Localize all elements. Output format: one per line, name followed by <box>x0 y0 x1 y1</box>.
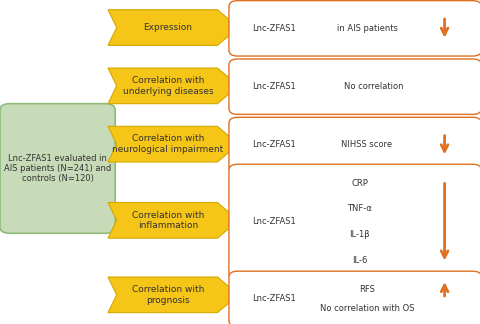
Text: RFS: RFS <box>359 285 375 294</box>
Text: Correlation with
inflammation: Correlation with inflammation <box>132 211 204 230</box>
Text: Correlation with
prognosis: Correlation with prognosis <box>132 285 204 305</box>
Text: Expression: Expression <box>144 23 192 32</box>
Text: NIHSS score: NIHSS score <box>341 141 393 149</box>
Polygon shape <box>108 202 239 238</box>
FancyBboxPatch shape <box>0 104 115 233</box>
Polygon shape <box>108 68 239 104</box>
FancyBboxPatch shape <box>229 164 480 280</box>
FancyBboxPatch shape <box>229 1 480 56</box>
Text: Lnc-ZFAS1: Lnc-ZFAS1 <box>252 217 296 226</box>
Text: Lnc-ZFAS1 evaluated in
AIS patients (N=241) and
controls (N=120): Lnc-ZFAS1 evaluated in AIS patients (N=2… <box>4 154 111 183</box>
Polygon shape <box>108 10 239 45</box>
Text: Lnc-ZFAS1: Lnc-ZFAS1 <box>252 141 296 149</box>
FancyBboxPatch shape <box>229 59 480 114</box>
Text: Lnc-ZFAS1: Lnc-ZFAS1 <box>252 82 296 91</box>
Text: Correlation with
neurological impairment: Correlation with neurological impairment <box>112 134 224 154</box>
Text: Lnc-ZFAS1: Lnc-ZFAS1 <box>252 295 296 303</box>
Text: No correlation with OS: No correlation with OS <box>320 304 414 313</box>
FancyBboxPatch shape <box>229 117 480 173</box>
Text: IL-1β: IL-1β <box>349 230 370 239</box>
Text: CRP: CRP <box>351 179 368 188</box>
Text: Correlation with
underlying diseases: Correlation with underlying diseases <box>123 76 213 96</box>
Polygon shape <box>108 277 239 313</box>
Text: IL-6: IL-6 <box>352 256 368 265</box>
Text: TNF-α: TNF-α <box>348 204 372 214</box>
Polygon shape <box>108 126 239 162</box>
FancyBboxPatch shape <box>229 271 480 324</box>
Text: No correlation: No correlation <box>344 82 404 91</box>
Text: in AIS patients: in AIS patients <box>336 24 397 33</box>
Text: Lnc-ZFAS1: Lnc-ZFAS1 <box>252 24 296 33</box>
